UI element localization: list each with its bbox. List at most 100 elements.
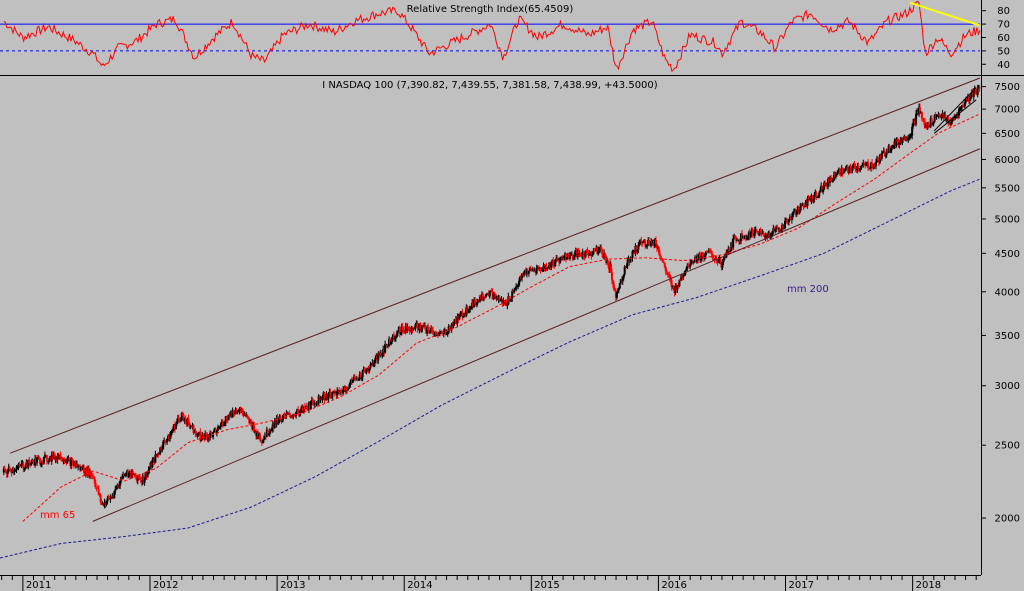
candle-body — [931, 123, 934, 125]
candle-body — [715, 259, 718, 262]
candle-body — [282, 414, 285, 419]
candle-body — [640, 240, 643, 242]
candle-body — [790, 216, 793, 220]
candle-body — [744, 235, 747, 240]
candle-body — [242, 412, 245, 416]
candle-body — [638, 242, 641, 246]
candle-body — [836, 170, 839, 174]
candle-body — [785, 219, 788, 222]
candle-body — [253, 425, 256, 433]
price-y-tick-label: 2000 — [995, 514, 1020, 525]
candle-body — [834, 174, 837, 177]
candle-body — [974, 88, 977, 94]
candle-body — [53, 453, 56, 460]
candle-body — [115, 488, 118, 490]
candle-body — [511, 291, 514, 299]
candle-body — [434, 331, 437, 336]
candle-body — [91, 475, 94, 477]
x-tick-label: 2011 — [26, 580, 51, 591]
price-y-tick-label: 7500 — [995, 82, 1020, 93]
candle-body — [824, 183, 827, 186]
candle-body — [672, 285, 675, 291]
candle-body — [889, 150, 892, 152]
candle-body — [795, 211, 798, 215]
candle-body — [699, 258, 702, 261]
candle-body — [906, 139, 909, 141]
candle-body — [610, 272, 613, 281]
candle-body — [896, 138, 899, 143]
candle-body — [691, 261, 694, 264]
candle-body — [171, 428, 174, 430]
candle-body — [213, 430, 216, 433]
candle-body — [215, 430, 218, 433]
candle-body — [921, 118, 924, 120]
candle-body — [99, 495, 102, 503]
candle-body — [918, 107, 921, 113]
candle-body — [659, 255, 662, 259]
candle-body — [194, 431, 197, 434]
candle-body — [880, 153, 883, 159]
candle-body — [361, 370, 364, 378]
candle-body — [904, 136, 907, 141]
candle-body — [908, 137, 911, 139]
candle-body — [545, 265, 548, 270]
candle-body — [869, 167, 872, 169]
candle-body — [424, 325, 427, 330]
candle-body — [635, 246, 638, 252]
candle-body — [266, 429, 269, 436]
candle-body — [177, 418, 180, 420]
candle-body — [764, 235, 767, 238]
candle-body — [817, 196, 820, 198]
candle-body — [374, 357, 377, 364]
candle-body — [867, 162, 870, 169]
candle-body — [20, 464, 23, 467]
candle-body — [392, 334, 395, 339]
candle-body — [323, 392, 326, 400]
candle-body — [473, 299, 476, 307]
candle-body — [468, 308, 471, 312]
candle-body — [295, 412, 298, 416]
candle-body — [360, 377, 363, 379]
candle-body — [384, 343, 387, 353]
candle-body — [66, 457, 69, 463]
candle-body — [755, 229, 758, 232]
candle-body — [9, 469, 12, 473]
price-y-tick-label: 7000 — [995, 105, 1020, 116]
candle-body — [927, 122, 930, 127]
candle-body — [370, 363, 373, 365]
candle-body — [395, 333, 398, 338]
candle-body — [288, 412, 291, 415]
candle-body — [270, 429, 273, 431]
candle-body — [401, 326, 404, 330]
candle-body — [207, 436, 210, 440]
candle-body — [799, 203, 802, 211]
candle-body — [297, 408, 300, 412]
candle-body — [645, 245, 648, 247]
x-tick-label: 2015 — [534, 580, 559, 591]
candle-body — [406, 327, 409, 331]
candle-body — [592, 250, 595, 255]
candle-body — [342, 389, 345, 394]
candle-body — [591, 254, 594, 257]
candle-body — [584, 250, 587, 257]
candle-body — [267, 434, 270, 436]
candle-body — [940, 115, 943, 118]
candle-body — [462, 316, 465, 318]
candle-body — [518, 280, 521, 286]
candle-body — [72, 460, 75, 466]
candle-body — [373, 363, 376, 367]
candle-body — [348, 382, 351, 388]
candle-body — [881, 151, 884, 154]
candle-body — [723, 255, 726, 260]
wedge-lower-line — [933, 99, 977, 134]
price-candles — [2, 84, 981, 509]
candle-body — [347, 387, 350, 389]
candle-body — [136, 476, 139, 481]
candle-body — [510, 298, 513, 301]
candle-body — [532, 269, 535, 271]
candle-body — [369, 364, 372, 369]
candle-body — [148, 468, 151, 471]
candle-body — [626, 259, 629, 267]
candle-body — [204, 433, 207, 439]
candle-body — [944, 114, 947, 120]
